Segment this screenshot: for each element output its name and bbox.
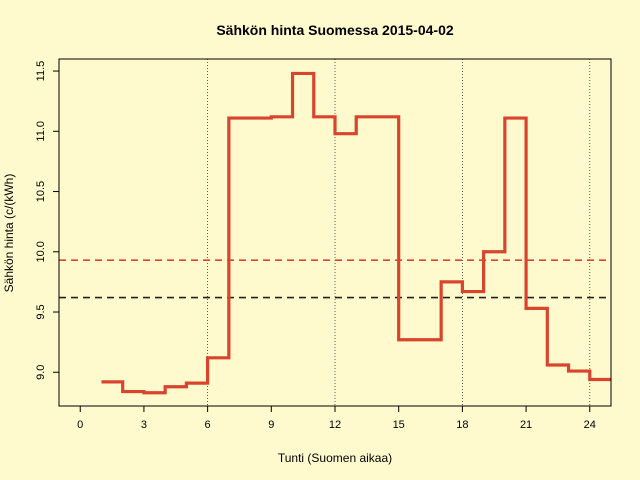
x-axis-label: Tunti (Suomen aikaa) <box>278 451 392 465</box>
x-tick-label-15: 15 <box>393 419 405 431</box>
axes: 0 3 6 9 12 15 18 21 24 9.0 9.5 10.0 10.5 11.0 11.5 <box>35 61 596 431</box>
plot-area <box>59 59 611 406</box>
x-tick-label-9: 9 <box>268 419 274 431</box>
y-tick-label-1: 9.5 <box>35 304 47 319</box>
x-tick-label-6: 6 <box>205 419 211 431</box>
y-tick-label-4: 11.0 <box>35 121 47 142</box>
price-step-series-0 <box>101 71 611 395</box>
x-tick-label-12: 12 <box>329 419 341 431</box>
x-tick-label-24: 24 <box>584 419 596 431</box>
y-tick-label-0: 9.0 <box>35 365 47 380</box>
x-tick-label-21: 21 <box>520 419 532 431</box>
x-tick-label-18: 18 <box>456 419 468 431</box>
x-tick-label-0: 0 <box>77 419 83 431</box>
y-tick-label-3: 10.5 <box>35 181 47 202</box>
y-tick-label-5: 11.5 <box>35 61 47 82</box>
y-axis-label: Sähkön hinta (c/(kWh) <box>2 174 16 293</box>
y-tick-label-2: 10.0 <box>35 241 47 262</box>
chart-title: Sähkön hinta Suomessa 2015-04-02 <box>216 22 454 38</box>
x-tick-label-3: 3 <box>141 419 147 431</box>
